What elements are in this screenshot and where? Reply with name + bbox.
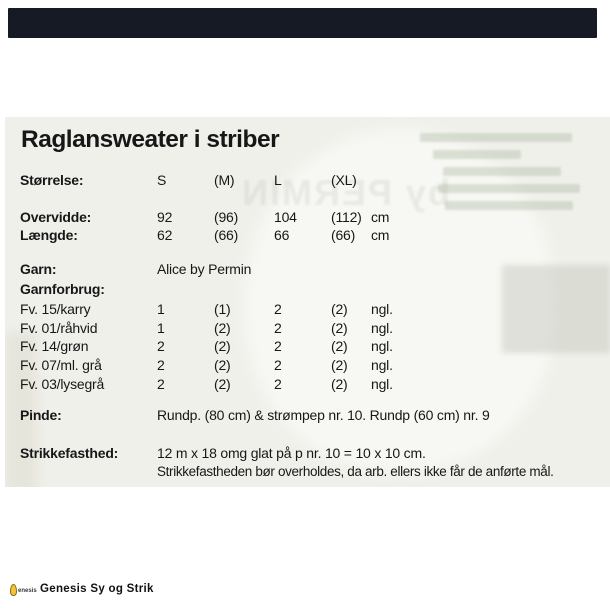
unit: ngl. <box>371 357 393 373</box>
row-label: Overvidde: <box>20 209 92 225</box>
row-label: Størrelse: <box>20 172 84 188</box>
genesis-logo-icon <box>10 584 17 596</box>
length-row: Længde: 62 (66) 66 (66) cm <box>5 227 610 244</box>
qty-l: 2 <box>274 320 282 336</box>
yarn-color-row: Fv. 03/lysegrå 2 (2) 2 (2) ngl. <box>5 376 610 393</box>
gauge-row: Strikkefasthed: 12 m x 18 omg glat på p … <box>5 445 610 462</box>
color-label: Fv. 15/karry <box>20 301 91 317</box>
value-m: (96) <box>214 209 239 225</box>
gauge-value: 12 m x 18 omg glat på p nr. 10 = 10 x 10… <box>157 445 426 461</box>
qty-m: (2) <box>214 338 231 354</box>
qty-s: 2 <box>157 357 165 373</box>
qty-xl: (2) <box>331 357 348 373</box>
color-label: Fv. 01/råhvid <box>20 320 98 336</box>
genesis-logo-small-text: enesis <box>18 588 37 594</box>
yarn-color-row: Fv. 14/grøn 2 (2) 2 (2) ngl. <box>5 338 610 355</box>
qty-m: (2) <box>214 376 231 392</box>
watermark-text-line <box>433 150 521 159</box>
yarn-usage-heading-row: Garnforbrug: <box>5 281 610 298</box>
size-m: (M) <box>214 172 235 188</box>
yarn-color-row: Fv. 07/ml. grå 2 (2) 2 (2) ngl. <box>5 357 610 374</box>
value-xl: (112) <box>331 209 362 225</box>
watermark-photo-block <box>502 265 610 353</box>
row-label: Længde: <box>20 227 78 243</box>
pattern-info-panel: by PERMIN Raglansweater i striber Større… <box>5 117 610 487</box>
value-s: 92 <box>157 209 173 225</box>
color-label: Fv. 14/grøn <box>20 338 89 354</box>
needles-row: Pinde: Rundp. (80 cm) & strømpep nr. 10.… <box>5 407 610 424</box>
unit: ngl. <box>371 320 393 336</box>
qty-m: (2) <box>214 357 231 373</box>
unit: ngl. <box>371 376 393 392</box>
watermark-edge-smudge <box>5 332 37 487</box>
value-l: 104 <box>274 209 297 225</box>
chest-width-row: Overvidde: 92 (96) 104 (112) cm <box>5 209 610 226</box>
qty-xl: (2) <box>331 301 348 317</box>
qty-l: 2 <box>274 376 282 392</box>
yarn-name: Alice by Permin <box>157 261 252 277</box>
watermark-text-line <box>420 133 572 142</box>
value-s: 62 <box>157 227 173 243</box>
unit: cm <box>371 227 390 243</box>
gauge-note-row: Strikkefastheden bør overholdes, da arb.… <box>5 464 610 481</box>
qty-s: 2 <box>157 376 165 392</box>
qty-s: 1 <box>157 301 165 317</box>
unit: ngl. <box>371 338 393 354</box>
qty-l: 2 <box>274 338 282 354</box>
gauge-note: Strikkefastheden bør overholdes, da arb.… <box>157 464 554 479</box>
color-label: Fv. 03/lysegrå <box>20 376 105 392</box>
row-label: Strikkefasthed: <box>20 445 119 461</box>
qty-m: (1) <box>214 301 231 317</box>
unit: ngl. <box>371 301 393 317</box>
size-l: L <box>274 172 282 188</box>
value-xl: (66) <box>331 227 356 243</box>
size-xl: (XL) <box>331 172 357 188</box>
qty-xl: (2) <box>331 376 348 392</box>
qty-xl: (2) <box>331 338 348 354</box>
size-header-row: Størrelse: S (M) L (XL) <box>5 172 610 189</box>
value-m: (66) <box>214 227 239 243</box>
qty-s: 2 <box>157 338 165 354</box>
watermark-text-line <box>443 167 561 176</box>
needles-value: Rundp. (80 cm) & strømpep nr. 10. Rundp … <box>157 407 490 423</box>
qty-xl: (2) <box>331 320 348 336</box>
yarn-color-row: Fv. 01/råhvid 1 (2) 2 (2) ngl. <box>5 320 610 337</box>
pattern-title: Raglansweater i striber <box>21 126 280 153</box>
value-l: 66 <box>274 227 290 243</box>
watermark-text-line <box>438 184 580 193</box>
top-banner <box>8 8 597 38</box>
qty-s: 1 <box>157 320 165 336</box>
row-label: Garn: <box>20 261 57 277</box>
row-label: Pinde: <box>20 407 62 423</box>
qty-l: 2 <box>274 301 282 317</box>
watermark-text-line <box>445 201 573 210</box>
yarn-color-row: Fv. 15/karry 1 (1) 2 (2) ngl. <box>5 301 610 318</box>
qty-l: 2 <box>274 357 282 373</box>
brand-name: Genesis Sy og Strik <box>40 583 154 595</box>
yarn-name-row: Garn: Alice by Permin <box>5 261 610 278</box>
unit: cm <box>371 209 390 225</box>
qty-m: (2) <box>214 320 231 336</box>
color-label: Fv. 07/ml. grå <box>20 357 102 373</box>
row-label: Garnforbrug: <box>20 281 105 297</box>
watermark-sweater-silhouette <box>245 129 555 469</box>
size-s: S <box>157 172 167 188</box>
